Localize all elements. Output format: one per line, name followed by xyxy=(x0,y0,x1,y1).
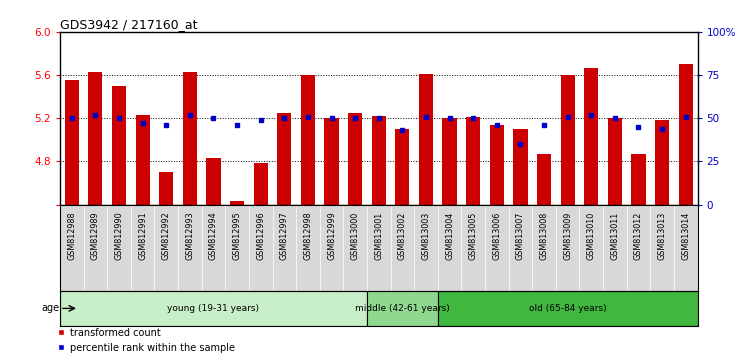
Bar xyxy=(230,201,244,205)
Bar xyxy=(301,75,315,205)
Text: GSM813013: GSM813013 xyxy=(658,212,667,260)
Bar xyxy=(372,116,386,205)
Text: GDS3942 / 217160_at: GDS3942 / 217160_at xyxy=(60,18,197,31)
Bar xyxy=(367,291,438,326)
Text: GSM812988: GSM812988 xyxy=(68,212,76,260)
Text: GSM813007: GSM813007 xyxy=(516,212,525,260)
Text: GSM812997: GSM812997 xyxy=(280,212,289,260)
Bar xyxy=(419,74,433,205)
Text: GSM813000: GSM813000 xyxy=(351,212,360,260)
Text: GSM813005: GSM813005 xyxy=(469,212,478,260)
Bar xyxy=(584,68,598,205)
Text: GSM813006: GSM813006 xyxy=(492,212,501,260)
Bar xyxy=(655,120,669,205)
Text: GSM812996: GSM812996 xyxy=(256,212,265,260)
Text: GSM813014: GSM813014 xyxy=(681,212,690,260)
Bar xyxy=(60,291,367,326)
Text: GSM812994: GSM812994 xyxy=(209,212,218,260)
Text: GSM813012: GSM813012 xyxy=(634,212,643,260)
Text: GSM812990: GSM812990 xyxy=(115,212,124,260)
Bar xyxy=(395,129,410,205)
Bar xyxy=(348,113,362,205)
Text: GSM812991: GSM812991 xyxy=(138,212,147,260)
Bar xyxy=(136,115,150,205)
Bar xyxy=(537,154,551,205)
Bar xyxy=(278,113,292,205)
Text: GSM813009: GSM813009 xyxy=(563,212,572,260)
Bar xyxy=(112,86,126,205)
Bar xyxy=(206,158,220,205)
Bar xyxy=(490,125,504,205)
Text: GSM813001: GSM813001 xyxy=(374,212,383,260)
Text: GSM812993: GSM812993 xyxy=(185,212,194,260)
Bar xyxy=(513,129,527,205)
Bar xyxy=(608,118,622,205)
Bar xyxy=(254,162,268,205)
Text: old (65-84 years): old (65-84 years) xyxy=(529,304,607,313)
Bar xyxy=(183,72,197,205)
Text: GSM812998: GSM812998 xyxy=(304,212,313,260)
Bar xyxy=(88,72,103,205)
Bar xyxy=(632,154,646,205)
Bar xyxy=(159,172,173,205)
Bar xyxy=(64,80,79,205)
Bar xyxy=(438,291,698,326)
Text: age: age xyxy=(42,303,60,313)
Text: GSM812999: GSM812999 xyxy=(327,212,336,260)
Text: middle (42-61 years): middle (42-61 years) xyxy=(355,304,450,313)
Text: GSM812992: GSM812992 xyxy=(162,212,171,260)
Text: GSM813008: GSM813008 xyxy=(539,212,548,260)
Text: GSM812995: GSM812995 xyxy=(232,212,242,260)
Bar xyxy=(442,118,457,205)
Bar xyxy=(560,75,574,205)
Text: GSM812989: GSM812989 xyxy=(91,212,100,260)
Text: GSM813004: GSM813004 xyxy=(445,212,454,260)
Bar xyxy=(466,117,480,205)
Text: young (19-31 years): young (19-31 years) xyxy=(167,304,260,313)
Bar xyxy=(325,118,338,205)
Text: GSM813010: GSM813010 xyxy=(586,212,596,260)
Text: GSM813011: GSM813011 xyxy=(610,212,620,260)
Text: GSM813002: GSM813002 xyxy=(398,212,406,260)
Text: GSM813003: GSM813003 xyxy=(422,212,430,260)
Legend: transformed count, percentile rank within the sample: transformed count, percentile rank withi… xyxy=(57,328,235,353)
Bar xyxy=(679,64,693,205)
